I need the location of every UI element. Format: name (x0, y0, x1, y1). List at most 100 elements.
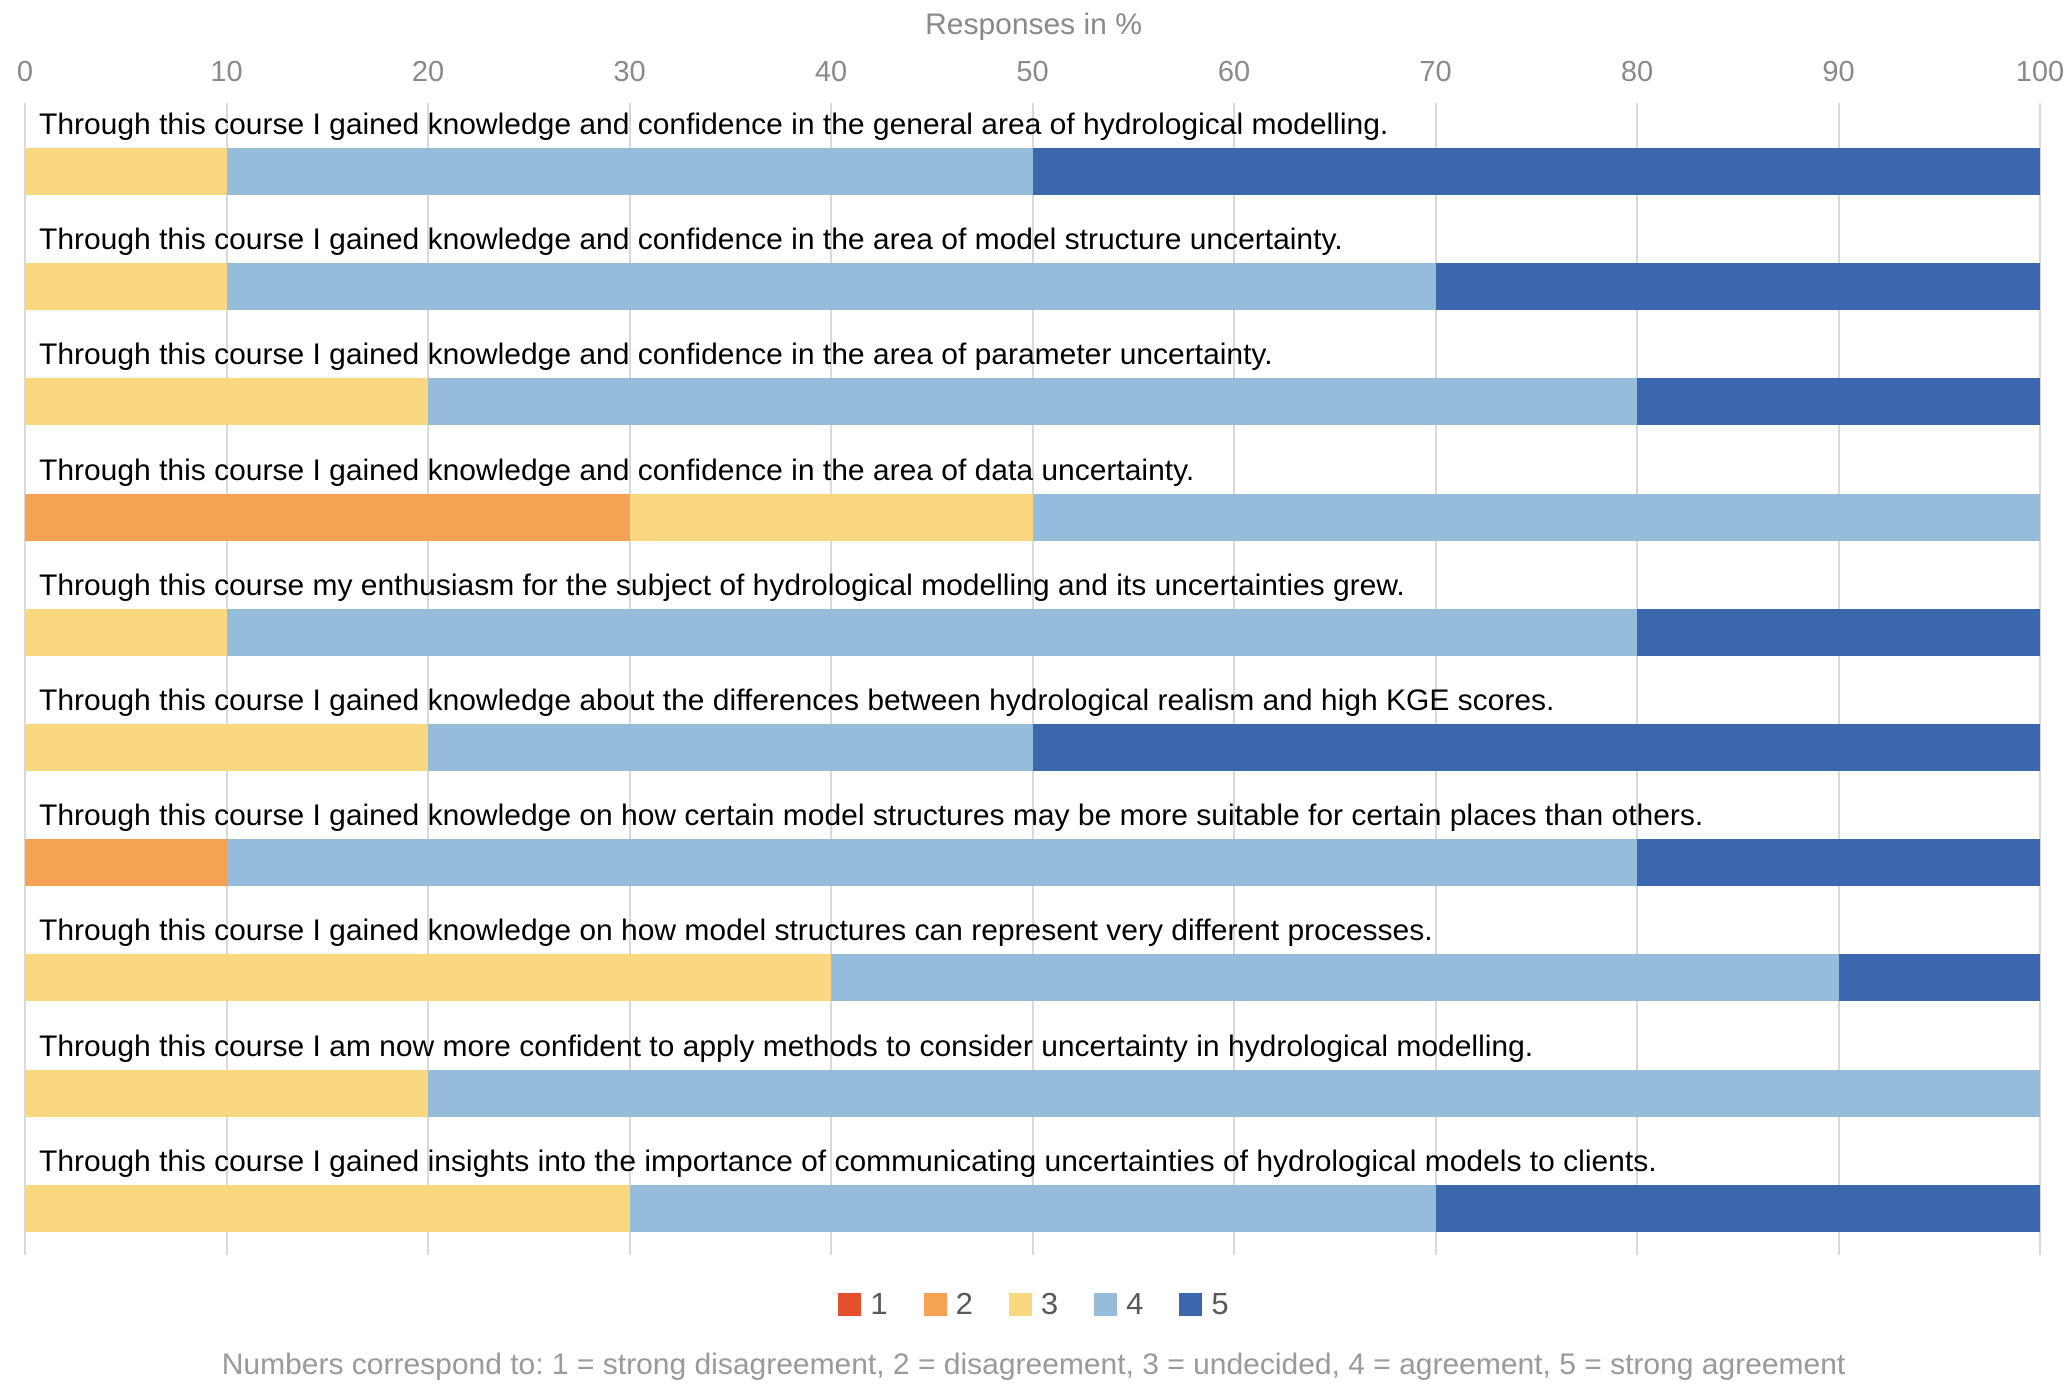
bar-segment-4 (428, 724, 1033, 772)
bar-segment-3 (25, 1184, 630, 1232)
plot-area: Through this course I gained knowledge a… (24, 103, 2041, 1255)
legend-label: 3 (1040, 1286, 1059, 1321)
bar-segment-4 (226, 608, 1637, 656)
bar-segment-3 (25, 1069, 428, 1117)
bar-segment-2 (25, 493, 630, 541)
bar-segment-5 (1435, 1184, 2040, 1232)
bar-segment-5 (1637, 608, 2040, 656)
legend-footnote: Numbers correspond to: 1 = strong disagr… (221, 1348, 1846, 1381)
row-label: Through this course I gained knowledge o… (39, 914, 1433, 948)
bar-segment-4 (831, 954, 1839, 1002)
gridline (1031, 103, 1034, 1255)
legend-item: 2 (923, 1286, 973, 1322)
row-label: Through this course my enthusiasm for th… (39, 568, 1405, 602)
gridline (628, 103, 631, 1255)
bar-segment-4 (629, 1184, 1436, 1232)
chart-row: Through this course I gained knowledge a… (25, 333, 2040, 448)
stacked-bar (25, 378, 2040, 426)
bar-segment-3 (25, 263, 227, 311)
chart-title: Responses in % (925, 8, 1142, 41)
legend-swatch (1094, 1292, 1118, 1316)
stacked-bar (25, 839, 2040, 887)
row-label: Through this course I gained knowledge a… (39, 338, 1273, 372)
stacked-bar (25, 1069, 2040, 1117)
legend-label: 1 (870, 1286, 888, 1321)
chart-row: Through this course I gained knowledge a… (25, 679, 2040, 794)
legend-swatch (1179, 1292, 1203, 1316)
chart-row: Through this course I gained knowledge a… (25, 449, 2040, 564)
gridline (830, 103, 832, 1255)
gridline (1434, 103, 1437, 1255)
bar-segment-3 (25, 724, 428, 772)
gridline (427, 103, 429, 1255)
gridline (225, 103, 228, 1255)
gridline (1233, 103, 1235, 1255)
bar-segment-3 (25, 148, 227, 195)
legend-swatch (1008, 1292, 1032, 1316)
bar-segment-5 (1637, 839, 2040, 887)
gridline (1636, 103, 1638, 1255)
gridline (24, 103, 26, 1255)
legend-item: 3 (1008, 1286, 1059, 1322)
row-label: Through this course I gained knowledge a… (39, 684, 1555, 718)
x-axis-tick-label: 80 (1620, 56, 1654, 88)
legend-swatch (923, 1292, 947, 1316)
x-axis-tick-label: 30 (613, 56, 646, 88)
chart-row: Through this course I am now more confid… (25, 1025, 2040, 1140)
legend-item: 5 (1179, 1286, 1229, 1322)
bar-segment-5 (1838, 954, 2040, 1002)
bar-segment-3 (25, 954, 831, 1002)
stacked-bar (25, 148, 2040, 195)
row-label: Through this course I am now more confid… (39, 1029, 1534, 1063)
stacked-bar (25, 1184, 2040, 1232)
stacked-bar (25, 954, 2040, 1002)
x-axis-tick-label: 40 (814, 56, 848, 88)
x-axis-tick-label: 50 (1016, 56, 1049, 88)
bar-segment-3 (25, 608, 227, 656)
stacked-bar (25, 608, 2040, 656)
bar-segment-3 (629, 493, 1033, 541)
chart-row: Through this course my enthusiasm for th… (25, 564, 2040, 679)
chart-row: Through this course I gained knowledge a… (25, 103, 2040, 218)
chart-row: Through this course I gained knowledge o… (25, 794, 2040, 909)
row-label: Through this course I gained knowledge o… (39, 799, 1704, 833)
legend-item: 1 (838, 1286, 888, 1322)
legend-label: 2 (955, 1286, 973, 1321)
gridlines (24, 103, 2041, 1255)
x-axis-tick-label: 0 (16, 56, 34, 88)
row-label: Through this course I gained knowledge a… (39, 108, 1389, 141)
bar-segment-4 (428, 378, 1637, 426)
x-axis-tick-label: 10 (210, 56, 243, 88)
bar-segment-4 (428, 1069, 2040, 1117)
gridline (1837, 103, 1840, 1255)
stacked-bar (25, 493, 2040, 541)
legend: 1 2 3 4 5 (0, 1286, 2067, 1322)
chart-row: Through this course I gained knowledge a… (25, 218, 2040, 333)
bar-segment-5 (1032, 148, 2040, 195)
legend-label: 4 (1126, 1286, 1144, 1321)
bar-segment-4 (226, 148, 1033, 195)
rows: Through this course I gained knowledge a… (25, 103, 2040, 1255)
x-axis-tick-label: 60 (1217, 56, 1251, 88)
x-axis-tick-label: 20 (411, 56, 445, 88)
row-label: Through this course I gained insights in… (39, 1144, 1657, 1178)
bar-segment-2 (25, 839, 227, 887)
row-label: Through this course I gained knowledge a… (39, 453, 1195, 487)
legend-label: 5 (1211, 1286, 1229, 1321)
stacked-bar (25, 263, 2040, 311)
x-axis-tick-label: 70 (1419, 56, 1452, 88)
bar-segment-5 (1032, 724, 2040, 772)
bar-segment-3 (25, 378, 428, 426)
bar-segment-5 (1637, 378, 2040, 426)
chart-row: Through this course I gained insights in… (25, 1140, 2040, 1255)
legend-swatch (838, 1292, 862, 1316)
x-axis-ticks: 0 10 20 30 40 50 60 70 80 90 100 (17, 56, 2064, 92)
legend-item: 4 (1094, 1286, 1143, 1322)
gridline (2039, 103, 2041, 1255)
bar-segment-5 (1435, 263, 2040, 311)
chart-row: Through this course I gained knowledge o… (25, 909, 2040, 1024)
bar-segment-4 (1032, 493, 2040, 541)
x-axis-tick-label: 90 (1822, 56, 1855, 88)
row-label: Through this course I gained knowledge a… (39, 223, 1343, 257)
stacked-bar (25, 724, 2040, 772)
